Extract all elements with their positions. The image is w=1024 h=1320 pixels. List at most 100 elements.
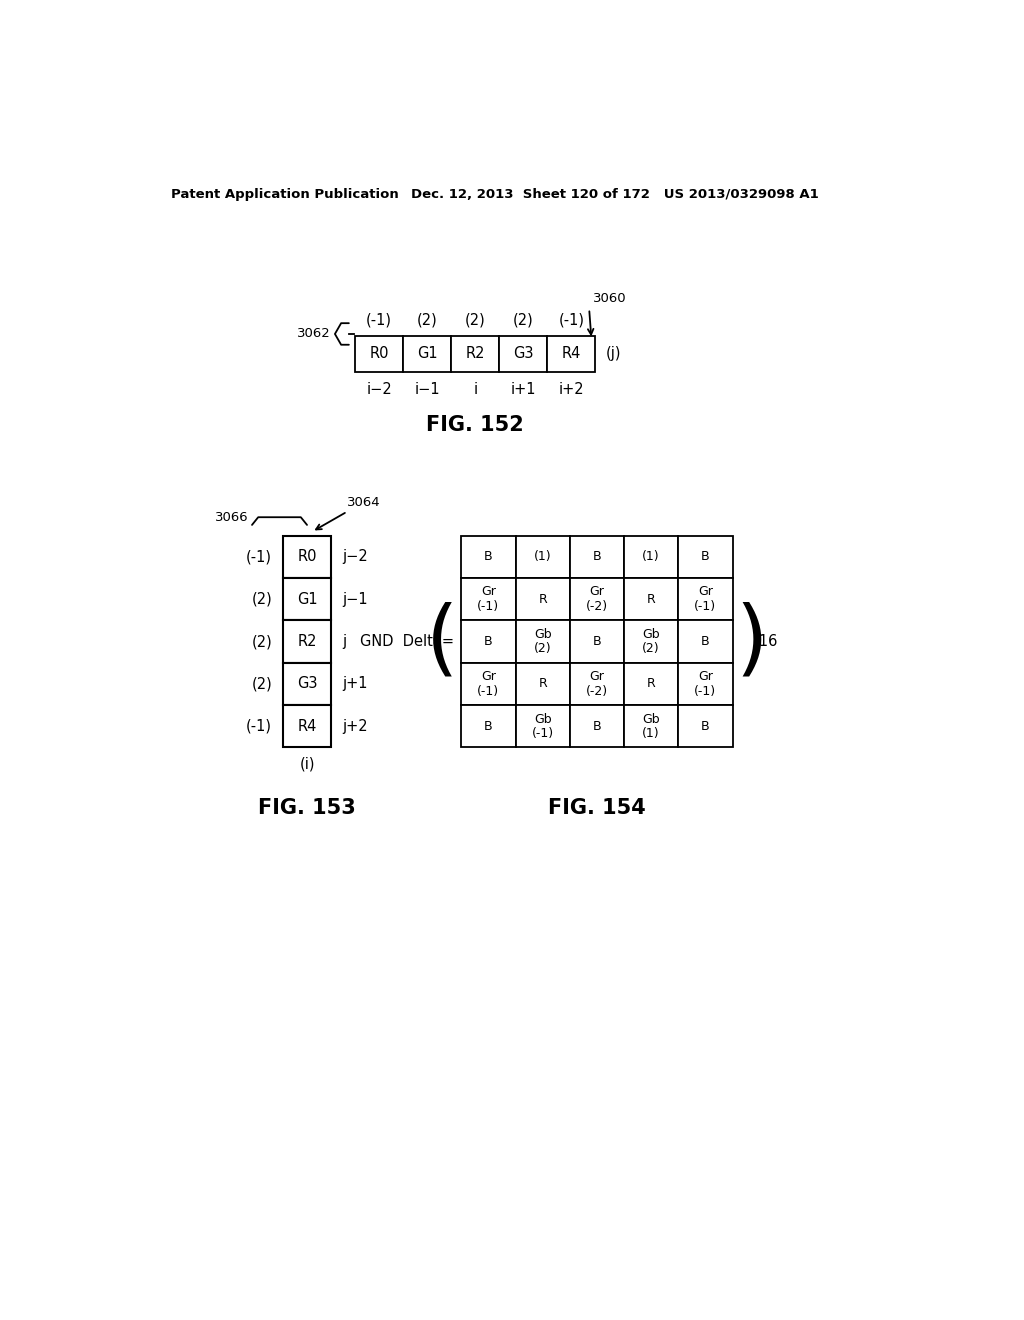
Text: (1): (1) xyxy=(534,550,552,564)
Text: (i): (i) xyxy=(299,756,314,772)
Text: R0: R0 xyxy=(297,549,316,565)
Text: Gb
(-1): Gb (-1) xyxy=(531,713,554,741)
Bar xyxy=(461,578,515,620)
Bar xyxy=(569,536,624,578)
Bar xyxy=(624,536,678,578)
Bar xyxy=(678,620,732,663)
Text: R2: R2 xyxy=(297,634,316,649)
Text: FIG. 154: FIG. 154 xyxy=(548,797,646,817)
Bar xyxy=(515,620,569,663)
Text: B: B xyxy=(593,635,601,648)
Text: Patent Application Publication: Patent Application Publication xyxy=(171,187,398,201)
Text: j−2: j−2 xyxy=(342,549,368,565)
Bar xyxy=(515,578,569,620)
Text: B: B xyxy=(593,550,601,564)
Text: 3064: 3064 xyxy=(316,496,380,529)
Text: G1: G1 xyxy=(297,591,317,607)
Bar xyxy=(569,578,624,620)
Text: G3: G3 xyxy=(297,676,317,692)
Text: (2): (2) xyxy=(252,591,272,607)
Text: R: R xyxy=(539,593,547,606)
Text: (2): (2) xyxy=(417,313,437,327)
Text: R: R xyxy=(647,593,655,606)
Text: Gr
(-1): Gr (-1) xyxy=(477,671,500,698)
Text: B: B xyxy=(593,719,601,733)
Text: Gr
(-2): Gr (-2) xyxy=(586,671,608,698)
Text: i−2: i−2 xyxy=(367,381,392,397)
Bar xyxy=(515,663,569,705)
Text: i: i xyxy=(473,381,477,397)
Text: 3060: 3060 xyxy=(593,292,627,305)
Bar xyxy=(283,620,331,663)
Text: 3062: 3062 xyxy=(297,327,331,341)
Bar xyxy=(678,578,732,620)
Text: (2): (2) xyxy=(252,676,272,692)
Bar xyxy=(678,663,732,705)
Bar xyxy=(283,705,331,747)
Bar xyxy=(452,335,500,372)
Text: (2): (2) xyxy=(465,313,485,327)
Text: ): ) xyxy=(735,601,768,682)
Text: G1: G1 xyxy=(417,346,437,362)
Text: (1): (1) xyxy=(642,550,659,564)
Bar xyxy=(461,705,515,747)
Text: B: B xyxy=(701,719,710,733)
Text: GND  Delta=: GND Delta= xyxy=(359,634,454,649)
Text: B: B xyxy=(484,719,493,733)
Bar xyxy=(569,620,624,663)
Text: (-1): (-1) xyxy=(246,549,272,565)
Text: j+1: j+1 xyxy=(342,676,368,692)
Text: B: B xyxy=(484,635,493,648)
Bar xyxy=(569,663,624,705)
Bar xyxy=(678,536,732,578)
Bar xyxy=(678,705,732,747)
Bar xyxy=(624,578,678,620)
Text: i+1: i+1 xyxy=(511,381,536,397)
Text: j−1: j−1 xyxy=(342,591,368,607)
Bar xyxy=(461,620,515,663)
Text: Gr
(-1): Gr (-1) xyxy=(694,586,717,612)
Text: Gr
(-2): Gr (-2) xyxy=(586,586,608,612)
Text: R: R xyxy=(647,677,655,690)
Text: R: R xyxy=(539,677,547,690)
Text: i+2: i+2 xyxy=(558,381,584,397)
Bar xyxy=(515,536,569,578)
Bar xyxy=(515,705,569,747)
Bar xyxy=(624,705,678,747)
Text: Gr
(-1): Gr (-1) xyxy=(477,586,500,612)
Text: G3: G3 xyxy=(513,346,534,362)
Text: (: ( xyxy=(426,601,458,682)
Text: FIG. 152: FIG. 152 xyxy=(426,414,524,434)
Text: Gb
(2): Gb (2) xyxy=(642,628,659,655)
Text: B: B xyxy=(701,635,710,648)
Text: R4: R4 xyxy=(561,346,581,362)
Text: /16: /16 xyxy=(755,634,777,649)
Text: i−1: i−1 xyxy=(415,381,440,397)
Text: (2): (2) xyxy=(252,634,272,649)
Bar xyxy=(283,663,331,705)
Bar xyxy=(624,663,678,705)
Text: B: B xyxy=(484,550,493,564)
Text: Gb
(2): Gb (2) xyxy=(534,628,552,655)
Text: R2: R2 xyxy=(466,346,485,362)
Text: (-1): (-1) xyxy=(367,313,392,327)
Text: B: B xyxy=(701,550,710,564)
Bar xyxy=(283,536,331,578)
Bar xyxy=(547,335,595,372)
Text: j: j xyxy=(342,634,346,649)
Text: Dec. 12, 2013  Sheet 120 of 172   US 2013/0329098 A1: Dec. 12, 2013 Sheet 120 of 172 US 2013/0… xyxy=(411,187,818,201)
Bar xyxy=(355,335,403,372)
Bar xyxy=(403,335,452,372)
Bar xyxy=(500,335,547,372)
Bar xyxy=(461,663,515,705)
Text: (-1): (-1) xyxy=(558,313,585,327)
Text: R0: R0 xyxy=(370,346,389,362)
Text: (-1): (-1) xyxy=(246,719,272,734)
Text: j+2: j+2 xyxy=(342,719,368,734)
Text: R4: R4 xyxy=(297,719,316,734)
Text: Gr
(-1): Gr (-1) xyxy=(694,671,717,698)
Bar xyxy=(624,620,678,663)
Text: Gb
(1): Gb (1) xyxy=(642,713,659,741)
Bar xyxy=(569,705,624,747)
Bar xyxy=(283,578,331,620)
